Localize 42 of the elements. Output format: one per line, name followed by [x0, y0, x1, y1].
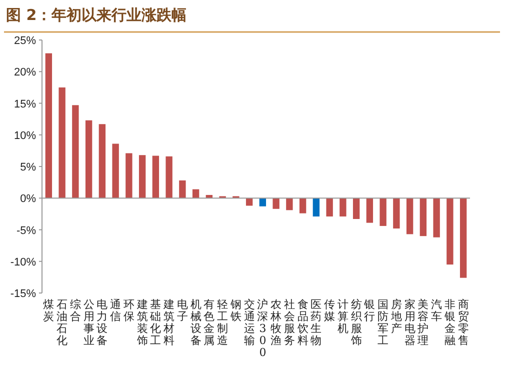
x-tick-label: 家用电器: [404, 298, 416, 347]
x-tick-label: 钢铁: [230, 298, 242, 323]
y-tick-label: -5%: [16, 224, 36, 237]
x-tick-label: 有色金属: [204, 298, 215, 347]
y-tick-label: -15%: [10, 288, 36, 300]
x-tick-label: 石油石化: [56, 298, 68, 347]
x-tick-label: 国防军工: [378, 298, 389, 347]
y-tick-label: -10%: [10, 256, 36, 268]
x-tick-label: 美容护理: [418, 298, 429, 347]
x-tick-label: 通信: [110, 298, 122, 323]
x-tick-label: 机械设备: [190, 298, 202, 347]
x-tick-label: 非银金融: [444, 298, 456, 347]
x-tick-label: 商贸零售: [458, 298, 469, 347]
y-tick-label: 15%: [14, 98, 36, 110]
x-tick-label: 建筑材料: [164, 298, 175, 347]
y-tick-label: 5%: [20, 162, 36, 174]
x-tick-label: 银行: [364, 298, 376, 323]
x-tick-label: 环保: [123, 298, 134, 323]
x-tick-label: 计算机: [337, 298, 348, 335]
y-tick-label: 10%: [14, 130, 36, 142]
x-tick-label: 建筑装饰: [136, 298, 148, 347]
x-tick-label: 农林牧渔: [270, 298, 282, 347]
x-tick-label: 传媒: [324, 298, 336, 323]
x-tick-label: 电力设备: [96, 298, 108, 347]
x-tick-label: 汽车: [431, 298, 442, 323]
x-tick-label: 食品饮料: [297, 298, 308, 347]
x-tick-label: 纺织服饰: [350, 298, 362, 347]
y-tick-label: 0%: [20, 193, 36, 206]
x-tick-label: 煤炭: [43, 298, 54, 323]
x-tick-label: 公用事业: [83, 298, 94, 347]
y-tick-label: 25%: [14, 35, 36, 47]
x-tick-label: 沪深300: [257, 298, 268, 359]
x-tick-label: 医药生物: [310, 298, 322, 347]
x-tick-label: 轻工制造: [217, 298, 228, 347]
x-tick-label: 综合: [70, 298, 81, 323]
x-tick-label: 交通运输: [244, 298, 255, 347]
x-tick-label: 基础化工: [150, 298, 162, 347]
x-tick-label: 社会服务: [284, 298, 295, 347]
y-tick-label: 20%: [14, 66, 36, 79]
chart-title: 图 2：年初以来行业涨跌幅: [6, 6, 187, 25]
x-tick-label: 电子: [176, 298, 188, 323]
x-tick-label: 房地产: [390, 298, 402, 335]
